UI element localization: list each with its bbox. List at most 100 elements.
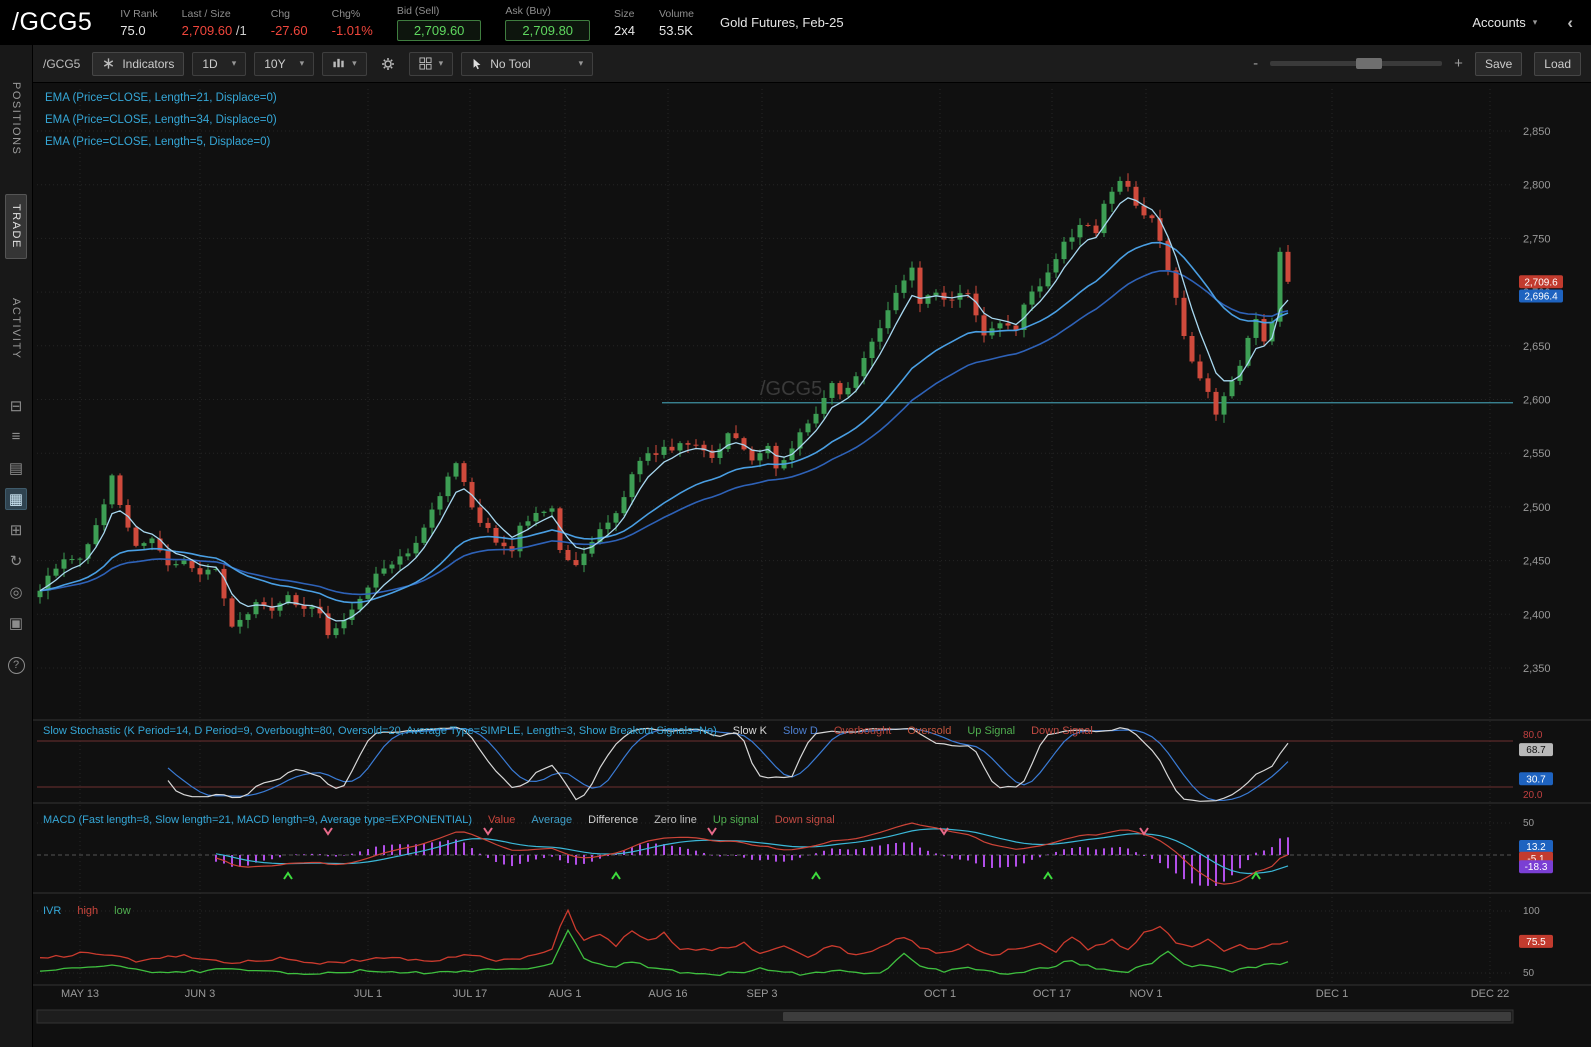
settings-button[interactable] [375, 52, 401, 76]
chevron-down-icon: ▾ [1532, 17, 1538, 27]
apps-icon[interactable]: ▣ [8, 614, 24, 632]
grid-layout-icon[interactable]: ⊞ [9, 521, 23, 539]
clients-icon[interactable]: ◎ [9, 583, 23, 601]
svg-text:2,696.4: 2,696.4 [1524, 291, 1558, 302]
price-pane: /GCG5 EMA (Price=CLOSE, Length=21, Displa… [37, 92, 1513, 639]
help-icon[interactable]: ? [7, 656, 25, 674]
stat-iv-rank: IV Rank 75.0 [120, 8, 157, 38]
svg-text:2,709.6: 2,709.6 [1524, 277, 1558, 288]
symbol-title: /GCG5 [12, 8, 93, 36]
sidebar-tab-trade[interactable]: TRADE [5, 194, 27, 260]
chart-icon[interactable]: ▦ [5, 487, 27, 510]
stat-chg-pct: Chg% -1.01% [332, 8, 373, 38]
time-axis[interactable]: MAY 13 JUN 3 JUL 1 JUL 17 AUG 1 AUG 16 SEP 3 OC… [61, 988, 1509, 1000]
sidebar-tab-positions[interactable]: POSITIONS [10, 82, 22, 156]
chevron-down-icon: ▾ [352, 58, 357, 68]
iv-rank-value: 75.0 [120, 22, 146, 38]
stat-bid: Bid (Sell) 2,709.60 [396, 5, 482, 41]
save-button[interactable]: Save [1474, 51, 1523, 76]
zoom-out-button[interactable]: - [1253, 55, 1259, 72]
range-dropdown[interactable]: 10Y ▾ [254, 51, 315, 76]
svg-text:2,400: 2,400 [1523, 609, 1551, 621]
svg-text:DEC 22: DEC 22 [1471, 988, 1510, 1000]
svg-text:EMA (Price=CLOSE, Length=21, D: EMA (Price=CLOSE, Length=21, Displace=0) [45, 92, 277, 104]
sidebar-tabs: POSITIONS TRADE ACTIVITY [5, 45, 27, 369]
svg-text:2,550: 2,550 [1523, 448, 1551, 460]
stat-last-size: Last / Size 2,709.60 /1 [182, 8, 247, 38]
ask-label: Ask (Buy) [505, 4, 551, 17]
svg-text:MACD (Fast length=8, Slow leng: MACD (Fast length=8, Slow length=21, MAC… [43, 814, 835, 826]
svg-text:75.5: 75.5 [1526, 937, 1546, 948]
stat-volume: Volume 53.5K [659, 8, 694, 38]
timeframe-value: 1D [202, 56, 218, 71]
price-axis[interactable]: 2,8502,8002,7502,7002,6502,6002,5502,500… [1519, 126, 1563, 675]
toolbar-symbol: /GCG5 [43, 56, 81, 71]
stat-size: Size 2x4 [614, 8, 635, 38]
ask-button[interactable]: 2,709.80 [505, 19, 591, 41]
chart-canvas[interactable]: /GCG5 EMA (Price=CLOSE, Length=21, Displa… [33, 83, 1591, 1047]
grid-layout-icon [419, 57, 432, 70]
bid-button[interactable]: 2,709.60 [396, 19, 482, 41]
svg-text:JUN 3: JUN 3 [185, 988, 216, 1000]
history-icon[interactable]: ↻ [9, 552, 23, 570]
notes-icon[interactable]: ▤ [8, 459, 24, 477]
svg-text:2,350: 2,350 [1523, 663, 1551, 675]
grid [33, 89, 1591, 986]
stat-ask: Ask (Buy) 2,709.80 [505, 4, 591, 41]
svg-text:DEC 1: DEC 1 [1316, 988, 1348, 1000]
svg-text:20.0: 20.0 [1523, 790, 1543, 801]
zoom-slider[interactable] [1270, 58, 1443, 69]
sidebar-icons: ⊟ ≡ ▤ ▦ ⊞ ↻ ◎ ▣? [5, 395, 27, 674]
svg-text:MAY 13: MAY 13 [61, 988, 99, 1000]
iv-rank-label: IV Rank [120, 7, 158, 20]
macd-pane: MACD (Fast length=8, Slow length=21, MAC… [37, 814, 1553, 886]
svg-text:EMA (Price=CLOSE, Length=34, D: EMA (Price=CLOSE, Length=34, Displace=0) [45, 114, 277, 126]
chg-pct-label: Chg% [331, 7, 361, 20]
stochastic-pane: Slow Stochastic (K Period=14, D Period=9… [37, 725, 1553, 802]
svg-text:JUL 1: JUL 1 [354, 988, 382, 1000]
sidebar-tab-activity[interactable]: ACTIVITY [10, 298, 22, 360]
drawing-tool-dropdown[interactable]: No Tool ▾ [461, 51, 594, 76]
chevron-down-icon: ▾ [578, 58, 584, 68]
chevron-down-icon: ▾ [299, 58, 305, 68]
chart-style-dropdown[interactable]: ▾ [322, 51, 367, 76]
svg-text:SEP 3: SEP 3 [747, 988, 778, 1000]
left-sidebar: POSITIONS TRADE ACTIVITY ⊟ ≡ ▤ ▦ ⊞ ↻ ◎ ▣? [0, 45, 33, 1047]
accounts-label: Accounts [1472, 15, 1526, 30]
h-scrollbar[interactable] [36, 1009, 1514, 1024]
drawing-tool-value: No Tool [490, 56, 531, 71]
svg-text:JUL 17: JUL 17 [453, 988, 487, 1000]
svg-text:2,650: 2,650 [1523, 341, 1551, 353]
svg-text:-5.1: -5.1 [1527, 854, 1545, 865]
timeframe-dropdown[interactable]: 1D ▾ [192, 51, 247, 76]
svg-text:100: 100 [1523, 906, 1540, 917]
indicators-button[interactable]: Indicators [92, 51, 185, 76]
collapse-panel-button[interactable]: ‹ [1567, 12, 1573, 32]
chevron-down-icon: ▾ [231, 58, 237, 68]
svg-text:2,750: 2,750 [1523, 233, 1551, 245]
size-value: 2x4 [614, 22, 635, 38]
svg-text:50: 50 [1523, 818, 1535, 829]
watchlist-icon[interactable]: ≡ [11, 428, 21, 446]
accounts-menu[interactable]: Accounts ▾ [1472, 15, 1537, 30]
indicators-label: Indicators [122, 56, 175, 71]
svg-text:80.0: 80.0 [1523, 730, 1543, 741]
grid-layout-dropdown[interactable]: ▾ [408, 51, 454, 76]
chg-label: Chg [270, 7, 290, 20]
range-value: 10Y [264, 56, 286, 71]
svg-text:AUG 16: AUG 16 [648, 988, 687, 1000]
zoom-slider-thumb[interactable] [1356, 58, 1383, 69]
quotes-icon[interactable]: ⊟ [9, 397, 23, 415]
gear-icon [381, 57, 394, 70]
volume-value: 53.5K [659, 22, 693, 38]
volume-label: Volume [659, 7, 695, 20]
contract-description: Gold Futures, Feb-25 [720, 15, 844, 30]
chg-value: -27.60 [270, 22, 308, 38]
svg-text:30.7: 30.7 [1526, 774, 1546, 785]
svg-text:13.2: 13.2 [1526, 842, 1546, 853]
zoom-in-button[interactable]: + [1454, 55, 1463, 72]
svg-text:2,850: 2,850 [1523, 126, 1551, 138]
load-button[interactable]: Load [1534, 51, 1581, 76]
svg-text:/GCG5: /GCG5 [760, 378, 822, 400]
